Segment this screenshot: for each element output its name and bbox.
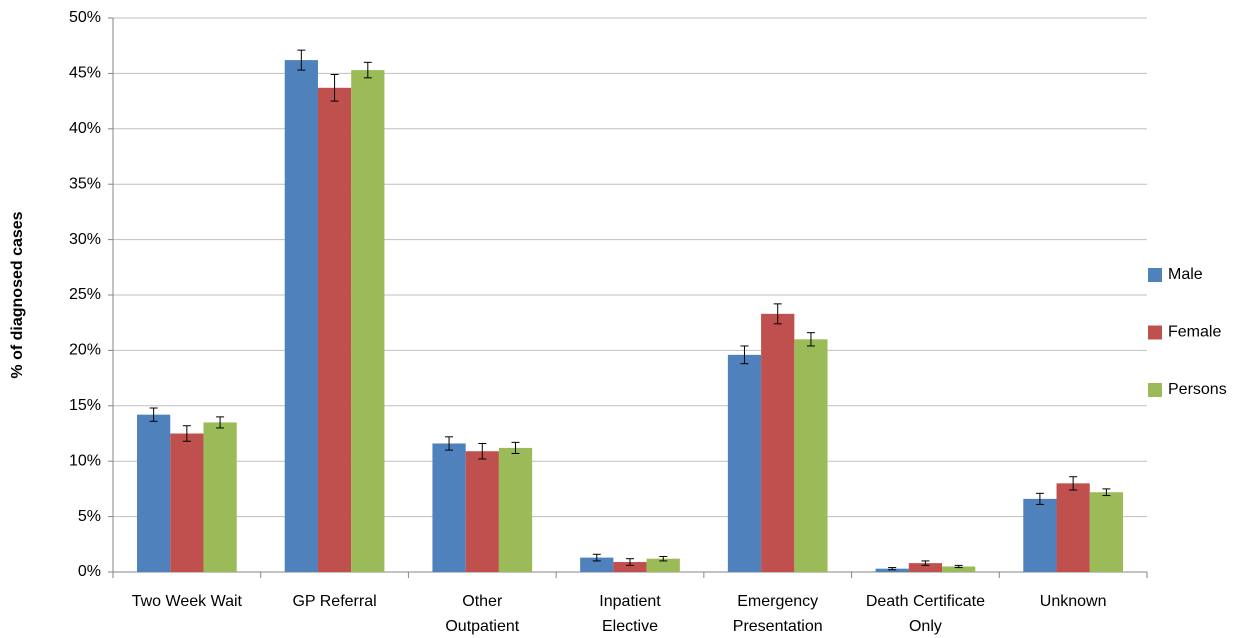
y-tick-label: 40%	[69, 120, 101, 137]
x-tick-label: GP Referral	[292, 593, 377, 610]
bar	[646, 558, 680, 572]
x-tick-label: Emergency Presentation	[732, 593, 823, 635]
y-tick-label: 35%	[69, 175, 101, 192]
bar	[761, 313, 795, 572]
legend-swatch	[1148, 383, 1162, 397]
y-tick-label: 30%	[69, 231, 101, 248]
x-tick-label: Two Week Wait	[131, 593, 242, 610]
bar	[317, 87, 352, 572]
bar	[613, 562, 647, 572]
y-tick-label: 25%	[69, 286, 101, 303]
bar	[875, 568, 909, 572]
bar	[170, 433, 204, 572]
bar	[432, 443, 466, 572]
legend-swatch	[1148, 325, 1162, 340]
y-tick-label: 15%	[69, 397, 101, 414]
bar	[1089, 492, 1123, 572]
x-tick-label: Other Outpatient	[445, 593, 520, 635]
y-tick-label: 45%	[69, 65, 101, 82]
bar	[284, 60, 318, 572]
bar	[465, 451, 499, 572]
bar	[203, 422, 237, 572]
y-tick-label: 10%	[69, 452, 101, 469]
bar	[1023, 498, 1057, 572]
bar	[908, 563, 943, 572]
y-tick-label: 5%	[78, 508, 101, 525]
x-tick-label: Unknown	[1039, 593, 1107, 610]
bar	[498, 447, 533, 572]
bar	[794, 339, 828, 572]
y-axis-label: % of diagnosed cases	[9, 211, 26, 378]
bar	[727, 354, 762, 572]
y-tick-label: 0%	[78, 563, 101, 580]
bar	[1056, 483, 1090, 572]
x-tick-label: Death Certificate Only	[865, 593, 985, 635]
legend-label: Male	[1168, 266, 1203, 283]
legend-swatch	[1148, 268, 1162, 282]
bar	[580, 557, 614, 572]
legend-label: Persons	[1168, 381, 1227, 398]
bar	[137, 414, 171, 572]
x-tick-label: Inpatient Elective	[599, 593, 661, 635]
bar	[942, 566, 976, 572]
bar	[351, 70, 385, 573]
y-tick-label: 50%	[69, 9, 101, 26]
y-tick-label: 20%	[69, 342, 101, 359]
legend-label: Female	[1168, 324, 1221, 341]
